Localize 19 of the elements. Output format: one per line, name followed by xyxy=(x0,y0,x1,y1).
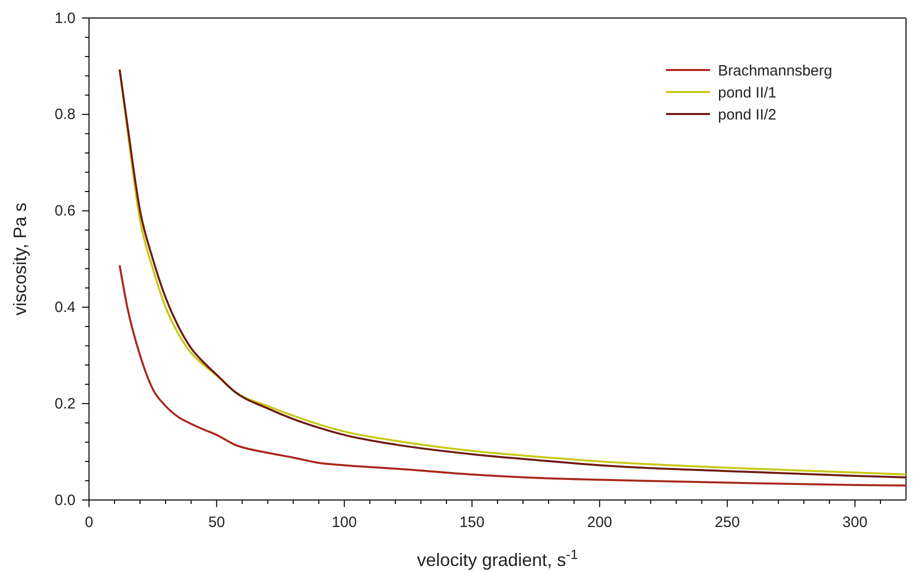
x-tick-label: 150 xyxy=(459,514,484,531)
legend-label: pond II/2 xyxy=(718,106,776,124)
y-tick-label: 0.2 xyxy=(54,395,76,412)
y-tick-label: 0.8 xyxy=(54,106,76,124)
line-series xyxy=(118,264,907,487)
legend-label: Brachmannsberg xyxy=(718,62,832,80)
x-tick-label: 0 xyxy=(84,514,94,531)
y-tick-label: 0.4 xyxy=(54,299,76,316)
x-tick-label: 250 xyxy=(714,514,740,531)
y-axis-title: viscosity, Pa s xyxy=(10,202,30,316)
x-tick-label: 100 xyxy=(332,514,357,531)
x-tick-label: 50 xyxy=(208,514,225,531)
y-tick-label: 1.0 xyxy=(54,10,76,27)
legend-label: pond II/1 xyxy=(718,84,776,102)
x-tick-label: 300 xyxy=(842,514,868,531)
y-tick-label: 0.6 xyxy=(54,202,76,220)
x-axis-title: velocity gradient, s$^{-1}$ xyxy=(416,546,578,570)
y-tick-label: 0.0 xyxy=(54,492,76,509)
x-tick-label: 200 xyxy=(587,514,612,531)
